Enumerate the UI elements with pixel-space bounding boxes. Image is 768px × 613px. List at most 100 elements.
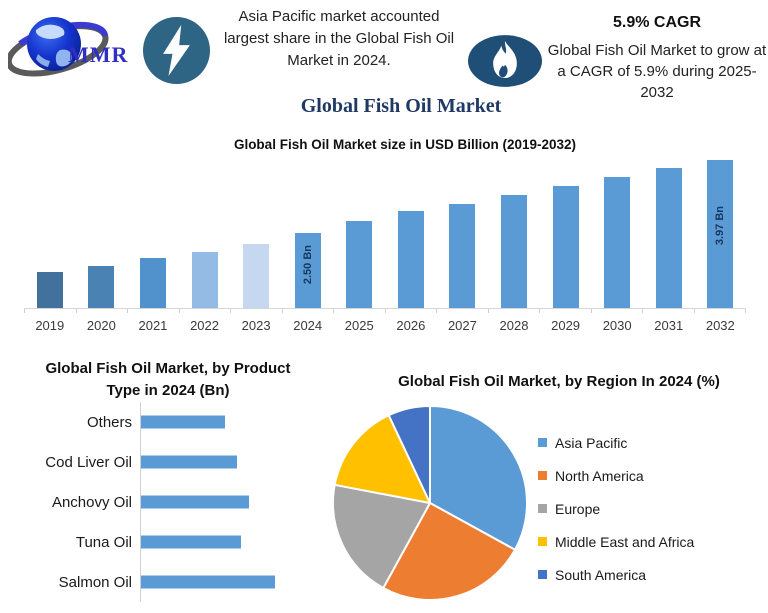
cagr-text: Global Fish Oil Market to grow at a CAGR… xyxy=(547,42,767,101)
pie-slice-europe xyxy=(332,483,431,589)
pie-legend: Asia Pacific North America Europe Middle Ea… xyxy=(538,426,694,591)
bar-tuna-oil xyxy=(141,535,241,549)
column-slot-2028 xyxy=(488,156,540,308)
bar-cod-liver-oil xyxy=(141,455,237,469)
column-slot-2023 xyxy=(230,156,282,308)
x-axis-label-2027: 2027 xyxy=(447,318,477,333)
legend-item-asia-pacific: Asia Pacific xyxy=(538,426,694,459)
x-axis-label-2021: 2021 xyxy=(138,318,168,333)
axis-tick xyxy=(592,309,643,313)
x-axis-label-2029: 2029 xyxy=(551,318,581,333)
axis-tick xyxy=(489,309,540,313)
lightning-icon xyxy=(143,17,210,84)
column-slot-2026 xyxy=(385,156,437,308)
bar-track xyxy=(140,482,335,522)
hbar-row: Tuna Oil xyxy=(0,522,335,562)
axis-tick xyxy=(334,309,386,313)
column-slot-2027 xyxy=(437,156,489,308)
category-label: Tuna Oil xyxy=(75,533,132,551)
column-slot-2025 xyxy=(333,156,385,308)
x-axis-label-2028: 2028 xyxy=(499,318,529,333)
legend-swatch-icon xyxy=(538,537,547,546)
legend-swatch-icon xyxy=(538,471,547,480)
x-axis-label-2025: 2025 xyxy=(344,318,374,333)
legend-swatch-icon xyxy=(538,570,547,579)
legend-swatch-icon xyxy=(538,504,547,513)
bar-track xyxy=(140,402,335,442)
cagr-title: 5.9% CAGR xyxy=(612,14,702,31)
x-axis-labels: 2019 2020 2021 2022 2023 2024 2025 2026 2027 2028… xyxy=(24,313,746,333)
bar-2025 xyxy=(346,221,373,308)
legend-item-south-america: South America xyxy=(538,558,694,591)
column-slot-2024: 2.50 Bn xyxy=(282,156,334,308)
header-highlight-text: Asia Pacific market accounted largest sh… xyxy=(223,8,455,69)
pie-slice-middle-east-and-africa xyxy=(333,414,431,504)
bar-track xyxy=(140,442,335,482)
legend-label: South America xyxy=(555,566,647,583)
legend-item-europe: Europe xyxy=(538,492,694,525)
column-slot-2029 xyxy=(540,156,592,308)
column-chart-title: Global Fish Oil Market size in USD Billi… xyxy=(233,137,577,152)
legend-label: Europe xyxy=(555,500,601,517)
pie-slice-asia-pacific xyxy=(429,405,528,551)
x-axis-label-2019: 2019 xyxy=(35,318,65,333)
x-axis-line xyxy=(24,308,746,313)
legend-item-north-america: North America xyxy=(538,459,694,492)
cagr-block: 5.9% CAGR Global Fish Oil Market to grow… xyxy=(546,14,768,103)
logo-text: MMR xyxy=(68,42,129,67)
region-pie-chart-title: Global Fish Oil Market, by Region In 202… xyxy=(398,373,720,390)
axis-tick xyxy=(283,309,334,313)
x-axis-label-2024: 2024 xyxy=(293,318,323,333)
bar-2028 xyxy=(500,195,527,308)
bar-value-label-2024: 2.50 Bn xyxy=(301,245,314,285)
category-label: Salmon Oil xyxy=(58,573,132,591)
x-axis-label-2020: 2020 xyxy=(86,318,116,333)
axis-tick xyxy=(540,309,592,313)
hbar-row: Salmon Oil xyxy=(0,562,335,602)
bar-2027 xyxy=(449,203,476,308)
bar-salmon-oil xyxy=(141,575,275,589)
region-pie-chart xyxy=(332,405,528,601)
axis-tick xyxy=(386,309,437,313)
bar-2026 xyxy=(397,210,424,308)
hbar-row: Anchovy Oil xyxy=(0,482,335,522)
x-axis-label-2023: 2023 xyxy=(241,318,271,333)
axis-tick xyxy=(695,309,746,313)
bar-2021 xyxy=(139,258,166,308)
axis-tick xyxy=(643,309,695,313)
axis-tick xyxy=(231,309,283,313)
bar-value-label-2032: 3.97 Bn xyxy=(714,205,727,245)
product-type-bar-chart: Others Cod Liver Oil Anchovy Oil Tuna Oil Sa… xyxy=(0,402,335,602)
column-slot-2032: 3.97 Bn xyxy=(695,156,747,308)
x-axis-label-2022: 2022 xyxy=(190,318,219,333)
legend-label: Middle East and Africa xyxy=(555,533,695,550)
column-slot-2019 xyxy=(24,156,76,308)
legend-item-middle-east-and-africa: Middle East and Africa xyxy=(538,525,694,558)
bar-track xyxy=(140,522,335,562)
bar-2020 xyxy=(88,265,115,308)
bar-2019 xyxy=(36,271,63,308)
x-axis-label-2032: 2032 xyxy=(705,318,735,333)
hbar-row: Cod Liver Oil xyxy=(0,442,335,482)
bar-others xyxy=(141,415,225,429)
legend-swatch-icon xyxy=(538,438,547,447)
pie-slice-south-america xyxy=(387,405,431,504)
axis-tick xyxy=(25,309,77,313)
bar-anchovy-oil xyxy=(141,495,249,509)
legend-label: Asia Pacific xyxy=(555,434,628,451)
lightning-badge xyxy=(143,17,210,84)
column-slot-2030 xyxy=(591,156,643,308)
pie-slice-north-america xyxy=(382,502,516,601)
page-title: Global Fish Oil Market xyxy=(300,95,502,117)
bar-2029 xyxy=(552,185,579,308)
axis-tick xyxy=(77,309,128,313)
bar-2022 xyxy=(191,251,218,308)
bar-2023 xyxy=(243,243,270,308)
bar-2024: 2.50 Bn xyxy=(294,233,321,308)
axis-tick xyxy=(437,309,489,313)
x-axis-label-2026: 2026 xyxy=(396,318,426,333)
legend-label: North America xyxy=(555,467,644,484)
category-label: Anchovy Oil xyxy=(51,493,132,511)
x-axis-label-2030: 2030 xyxy=(602,318,632,333)
